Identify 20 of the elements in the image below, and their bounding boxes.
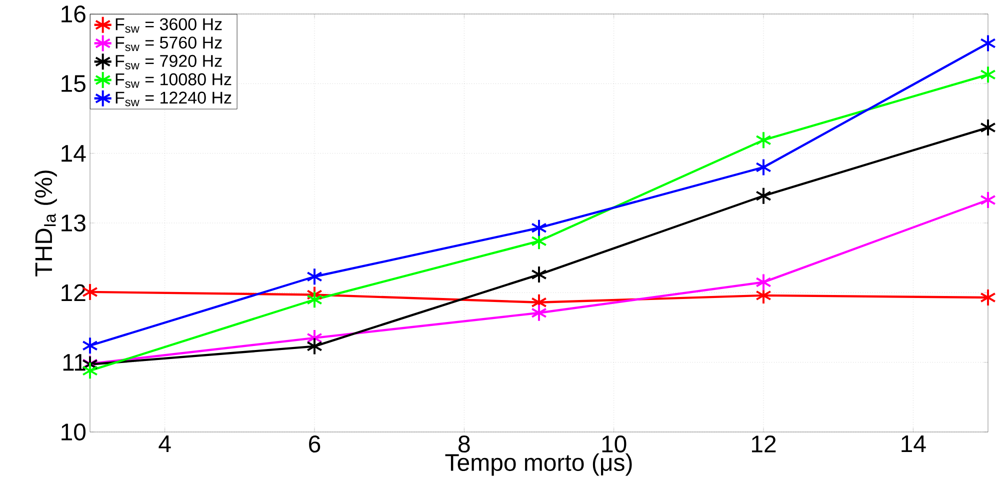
y-tick-label: 11 xyxy=(63,354,86,371)
x-tick-label: 10 xyxy=(602,436,626,453)
x-tick-label: 6 xyxy=(309,436,320,453)
x-tick-label: 14 xyxy=(902,436,926,452)
legend-label: F$_{sw}$ = 5760 Hz xyxy=(116,36,222,52)
y-axis-title: THD$_{Ia}$ (%) xyxy=(34,170,57,276)
y-tick-label: 16 xyxy=(62,6,86,22)
x-tick-label: 12 xyxy=(752,436,776,452)
y-tick-label: 15 xyxy=(62,75,86,92)
legend-label: F$_{sw}$ = 3600 Hz xyxy=(116,18,222,33)
y-tick-label: 13 xyxy=(62,214,86,232)
legend-label: F$_{sw}$ = 10080 Hz xyxy=(116,73,232,88)
x-tick-label: 4 xyxy=(158,436,171,452)
legend-label: F$_{sw}$ = 7920 Hz xyxy=(116,54,222,70)
x-axis-title: Tempo morto (μs) xyxy=(445,453,632,476)
y-tick-label: 14 xyxy=(62,145,86,162)
legend-label: F$_{sw}$ = 12240 Hz xyxy=(116,92,232,106)
x-tick-label: 8 xyxy=(458,436,470,453)
y-tick-label: 10 xyxy=(62,424,86,440)
y-tick-label: 12 xyxy=(62,284,86,302)
